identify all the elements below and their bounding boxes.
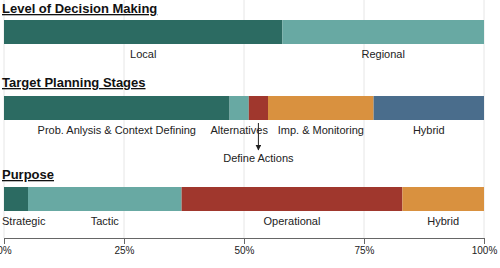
- segment-label: Define Actions: [223, 152, 294, 164]
- chart: Level of Decision Making Local Regional Tar…: [0, 0, 500, 268]
- bar-segment: [374, 96, 484, 120]
- tick-mark: [364, 238, 365, 244]
- segment-label: Strategic: [2, 215, 46, 227]
- segment-labels: Prob. Anlysis & Context Defining Alternat…: [38, 124, 445, 164]
- segment-label: Operational: [264, 215, 321, 227]
- panel: Purpose Strategic Tactic Operational Hybrid: [2, 163, 484, 238]
- bar-segment: [182, 187, 403, 211]
- segment-label: Alternatives: [210, 124, 268, 136]
- segment-label: Tactic: [91, 215, 120, 227]
- bar-segment: [268, 96, 374, 120]
- bars: [4, 96, 484, 120]
- tick: 0%: [0, 238, 12, 256]
- bar-segment: [4, 20, 282, 44]
- panel: Level of Decision Making Local Regional: [2, 0, 484, 70]
- bars: [4, 20, 484, 44]
- tick-mark: [124, 238, 125, 244]
- bars: [4, 187, 484, 211]
- x-axis: 0% 25% 50% 75% 100%: [0, 238, 497, 256]
- panel-title: Target Planning Stages: [2, 75, 146, 90]
- tick: 100%: [472, 238, 498, 256]
- bar-segment: [402, 187, 484, 211]
- bar-segment: [4, 187, 28, 211]
- tick-label: 75%: [354, 245, 374, 256]
- tick: 50%: [234, 238, 254, 256]
- segment-label: Imp. & Monitoring: [278, 124, 364, 136]
- bar-segment: [249, 96, 268, 120]
- segment-label: Prob. Anlysis & Context Defining: [38, 124, 196, 136]
- tick-label: 100%: [472, 245, 498, 256]
- tick-mark: [244, 238, 245, 244]
- grid: [4, 163, 484, 238]
- segment-label: Hybrid: [413, 124, 445, 136]
- label-arrow: [258, 123, 259, 150]
- tick-mark: [484, 238, 485, 244]
- panel: Target Planning Stages Prob. Anlysis & Co…: [2, 70, 484, 164]
- tick: 25%: [114, 238, 134, 256]
- segment-label: Local: [130, 48, 156, 60]
- panel-title: Level of Decision Making: [2, 1, 157, 16]
- tick-label: 0%: [0, 245, 12, 256]
- bar-segment: [28, 187, 182, 211]
- tick-mark: [4, 238, 5, 244]
- segment-labels: Local Regional: [130, 48, 405, 60]
- segment-label: Regional: [361, 48, 404, 60]
- bar-segment: [4, 96, 230, 120]
- bar-segment: [282, 20, 484, 44]
- tick: 75%: [354, 238, 374, 256]
- tick-label: 25%: [114, 245, 134, 256]
- tick-label: 50%: [234, 245, 254, 256]
- segment-label: Hybrid: [427, 215, 459, 227]
- panel-title: Purpose: [2, 167, 54, 182]
- segment-labels: Strategic Tactic Operational Hybrid: [2, 215, 459, 227]
- bar-segment: [230, 96, 249, 120]
